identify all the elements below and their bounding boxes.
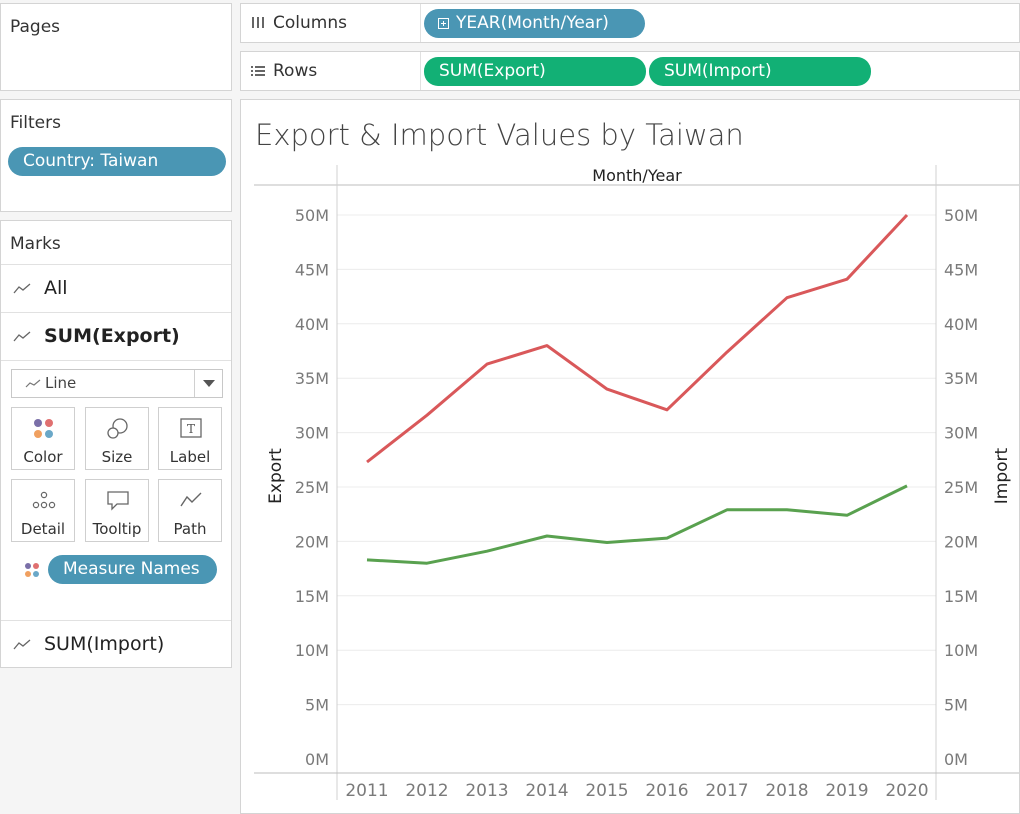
y-tick-label-left: 50M	[295, 206, 329, 225]
y-tick-label-left: 10M	[295, 641, 329, 660]
y-tick-label-right: 45M	[944, 260, 978, 279]
line-mark-icon	[13, 283, 31, 294]
y-tick-label-left: 5M	[305, 696, 329, 715]
filters-card: Filters Country: Taiwan	[0, 99, 232, 212]
pages-title: Pages	[10, 17, 61, 37]
marks-all-label: All	[44, 277, 68, 299]
svg-text:T: T	[187, 422, 195, 436]
y-tick-label-right: 35M	[944, 369, 978, 388]
line-mark-icon	[13, 639, 31, 650]
color-button-label: Color	[23, 448, 63, 466]
chart-title: Export & Import Values by Taiwan	[255, 118, 744, 152]
x-tick-label: 2012	[405, 781, 448, 801]
color-button[interactable]: Color	[11, 407, 75, 470]
pages-card: Pages	[0, 3, 232, 91]
path-button[interactable]: Path	[158, 479, 222, 542]
y-tick-label-right: 0M	[944, 750, 968, 769]
detail-icon	[32, 491, 56, 509]
filters-title: Filters	[10, 113, 61, 133]
path-icon	[180, 492, 202, 507]
y-tick-label-right: 25M	[944, 478, 978, 497]
x-tick-label: 2018	[765, 781, 808, 801]
y-tick-label-left: 45M	[295, 260, 329, 279]
tooltip-button[interactable]: Tooltip	[85, 479, 149, 542]
columns-label: Columns	[273, 13, 347, 33]
rows-pill-import[interactable]: SUM(Import)	[649, 57, 871, 86]
y-axis-title-left: Export	[266, 448, 286, 504]
tooltip-icon	[107, 491, 129, 511]
y-tick-label-right: 10M	[944, 641, 978, 660]
y-tick-label-left: 30M	[295, 424, 329, 443]
rows-pill-export[interactable]: SUM(Export)	[424, 57, 646, 86]
label-button[interactable]: T Label	[158, 407, 222, 470]
rows-shelf[interactable]: Rows SUM(Export) SUM(Import)	[240, 51, 1020, 91]
x-tick-label: 2013	[465, 781, 508, 801]
expand-plus-icon[interactable]	[438, 18, 449, 29]
mark-type-dropdown[interactable]: Line	[11, 369, 223, 398]
y-tick-label-left: 35M	[295, 369, 329, 388]
y-tick-label-right: 15M	[944, 587, 978, 606]
series-line-sum-export[interactable]	[366, 213, 909, 464]
tooltip-button-label: Tooltip	[92, 520, 142, 538]
label-button-label: Label	[169, 448, 211, 466]
x-axis-title: Month/Year	[592, 166, 682, 185]
x-tick-label: 2015	[585, 781, 628, 801]
rows-icon	[251, 66, 265, 76]
marks-import-row[interactable]: SUM(Import)	[1, 620, 231, 668]
y-tick-label-right: 50M	[944, 206, 978, 225]
columns-pill-year[interactable]: YEAR(Month/Year)	[424, 9, 645, 38]
columns-icon	[252, 17, 264, 28]
size-button[interactable]: Size	[85, 407, 149, 470]
y-tick-label-left: 15M	[295, 587, 329, 606]
line-mark-icon	[25, 379, 41, 388]
marks-title: Marks	[10, 234, 61, 254]
size-icon	[107, 418, 128, 439]
columns-shelf[interactable]: Columns YEAR(Month/Year)	[240, 3, 1020, 43]
y-tick-label-left: 25M	[295, 478, 329, 497]
y-tick-label-left: 40M	[295, 315, 329, 334]
x-tick-label: 2011	[345, 781, 388, 801]
marks-export-row[interactable]: SUM(Export)	[1, 312, 231, 360]
x-tick-label: 2016	[645, 781, 688, 801]
marks-export-label: SUM(Export)	[44, 325, 180, 347]
y-tick-label-left: 0M	[305, 750, 329, 769]
x-tick-label: 2019	[825, 781, 868, 801]
path-button-label: Path	[173, 520, 207, 538]
size-button-label: Size	[101, 448, 133, 466]
viz-pane: Export & Import Values by Taiwan Month/Y…	[240, 99, 1020, 814]
line-mark-icon	[13, 331, 31, 342]
y-tick-label-right: 20M	[944, 532, 978, 551]
y-tick-label-right: 5M	[944, 696, 968, 715]
detail-button[interactable]: Detail	[11, 479, 75, 542]
color-icon	[25, 563, 39, 577]
marks-card: Marks All SUM(Export) Line Color Size	[0, 220, 232, 668]
y-tick-label-right: 30M	[944, 424, 978, 443]
x-tick-label: 2014	[525, 781, 568, 801]
rows-label: Rows	[273, 61, 318, 81]
columns-pill-label: YEAR(Month/Year)	[456, 13, 609, 33]
x-tick-label: 2020	[885, 781, 928, 801]
line-chart[interactable]: Month/Year Export Import 0M 5M 10M 15M 20M 25…	[241, 100, 1019, 813]
label-icon: T	[180, 418, 202, 438]
y-axis-title-right: Import	[992, 447, 1012, 504]
x-tick-label: 2017	[705, 781, 748, 801]
series-line-sum-import[interactable]	[366, 484, 908, 565]
detail-button-label: Detail	[20, 520, 66, 538]
marks-import-label: SUM(Import)	[44, 633, 165, 655]
chevron-down-icon	[203, 380, 215, 387]
marks-all-row[interactable]: All	[1, 264, 231, 312]
y-tick-label-right: 40M	[944, 315, 978, 334]
country-filter-pill[interactable]: Country: Taiwan	[8, 147, 226, 176]
y-tick-label-left: 20M	[295, 532, 329, 551]
color-icon	[34, 419, 53, 438]
mark-type-value: Line	[45, 374, 77, 392]
measure-names-pill[interactable]: Measure Names	[48, 555, 217, 584]
dropdown-arrow[interactable]	[194, 370, 222, 397]
